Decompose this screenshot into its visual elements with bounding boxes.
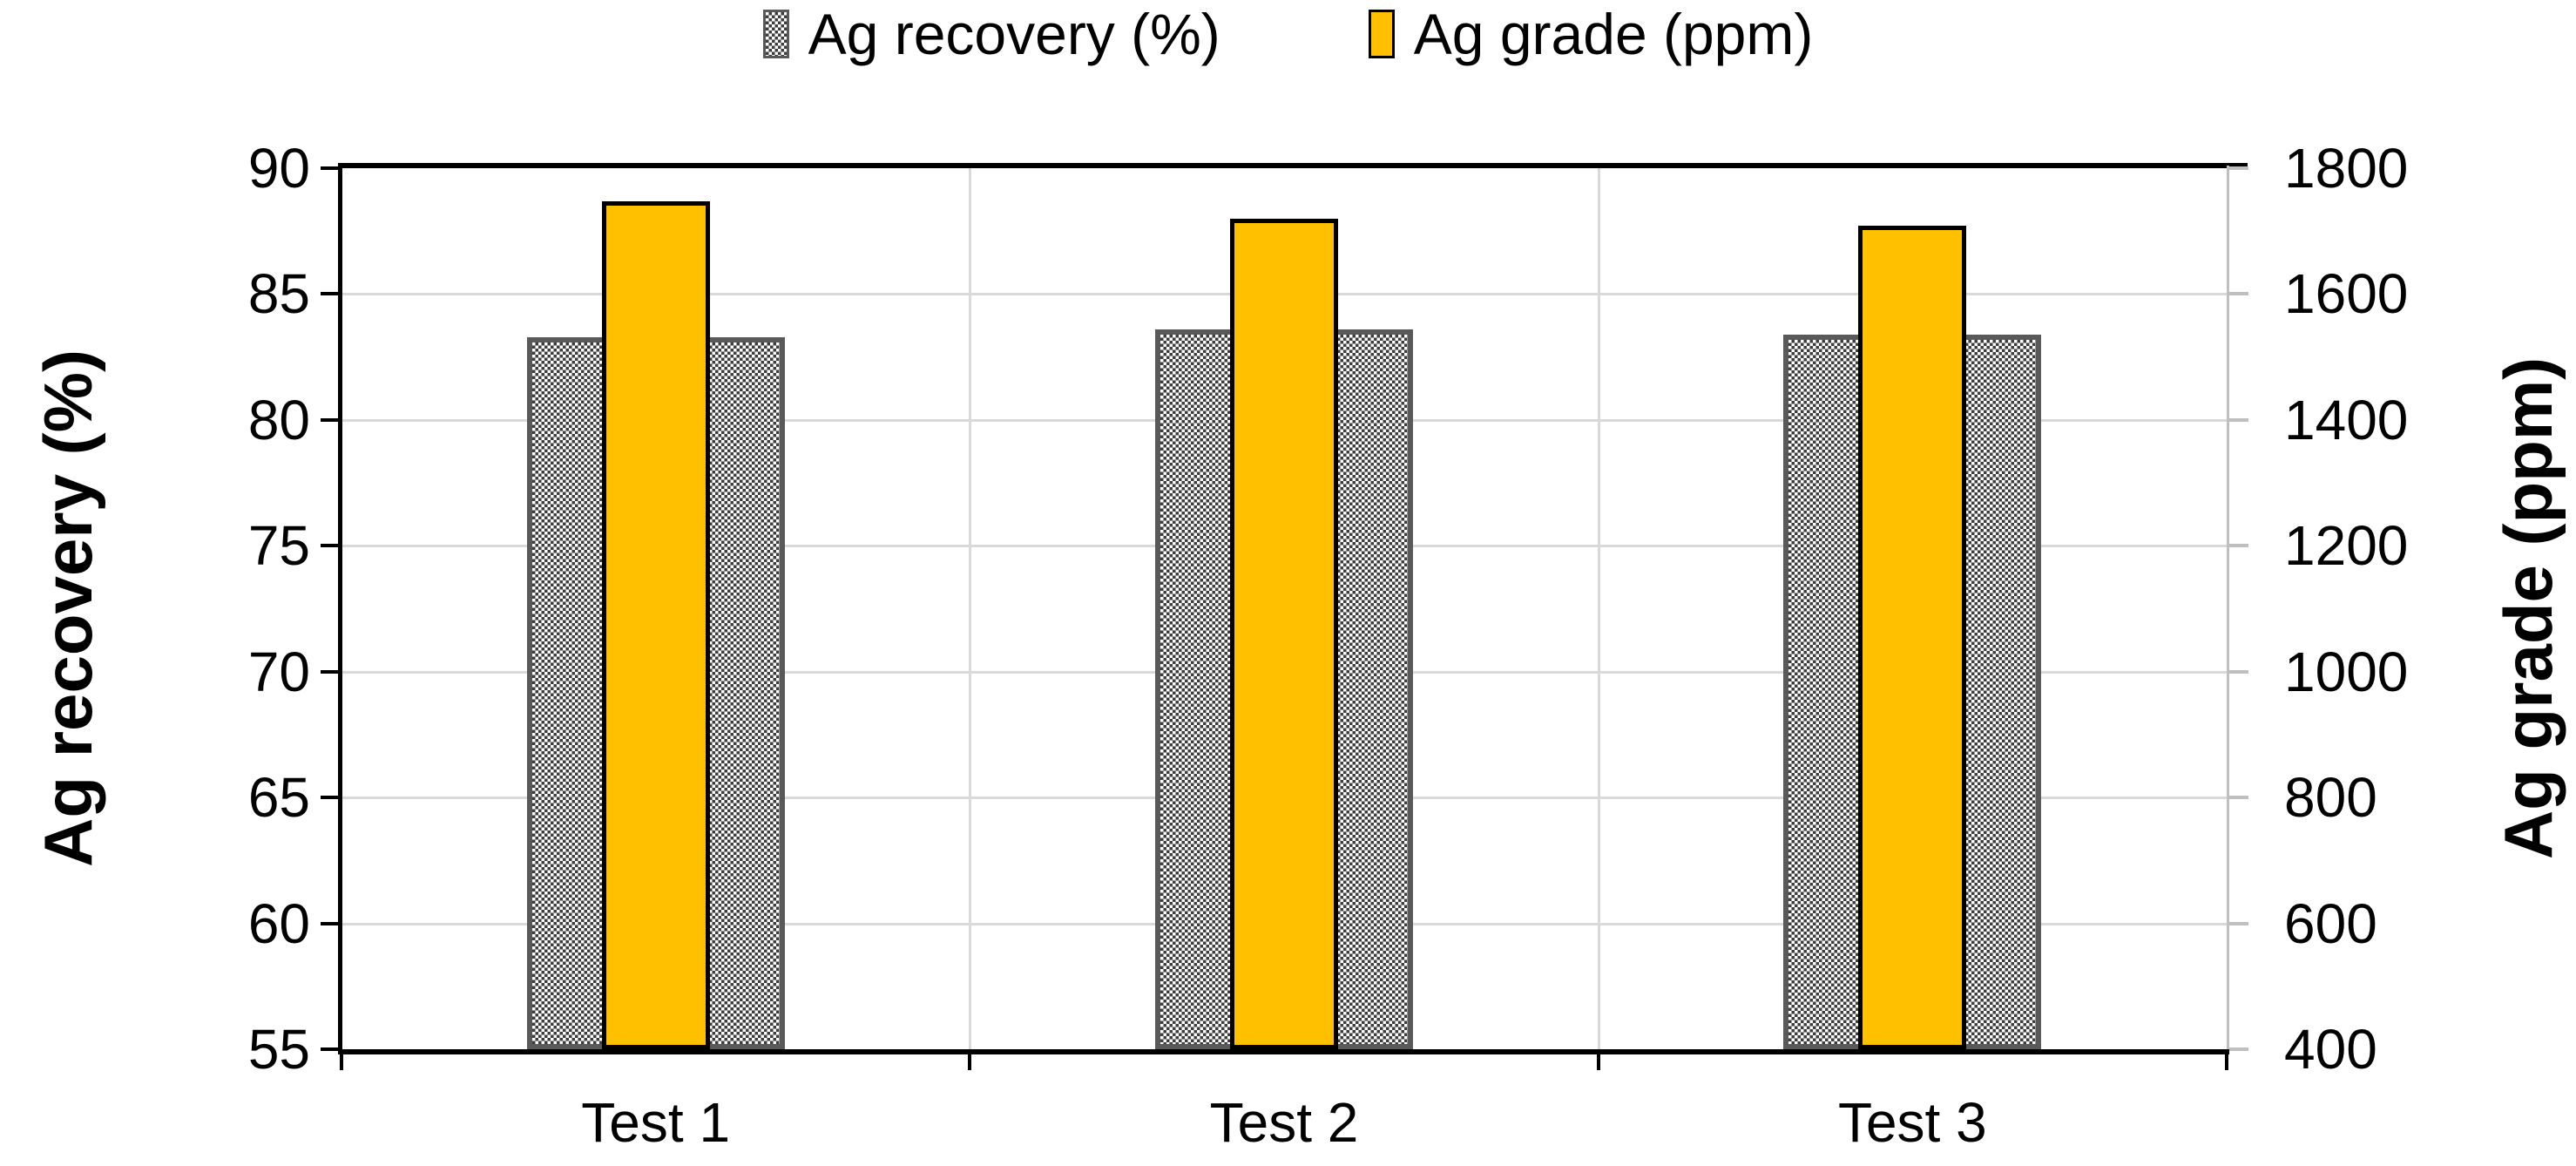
left-axis-tick-label: 70 <box>247 640 310 703</box>
vertical-gridline <box>1597 168 1600 1049</box>
bar-ag-grade-test-2 <box>1230 219 1338 1049</box>
right-axis-line <box>2227 166 2229 1054</box>
x-axis-line <box>338 1049 2229 1054</box>
left-axis-tick <box>321 921 340 925</box>
right-axis-tick-label: 1800 <box>2284 137 2409 200</box>
right-axis-tick-label: 1600 <box>2284 262 2409 326</box>
left-axis-tick <box>321 292 340 296</box>
x-axis-tick <box>968 1053 972 1070</box>
left-axis-tick-label: 85 <box>247 262 310 326</box>
bar-ag-grade-test-1 <box>601 201 710 1049</box>
legend-label-ag-grade: Ag grade (ppm) <box>1413 2 1814 66</box>
bar-ag-grade-test-3 <box>1858 226 1967 1049</box>
right-axis-tick <box>2229 417 2248 422</box>
left-axis-tick-label: 80 <box>247 388 310 451</box>
left-axis-tick <box>321 796 340 800</box>
right-axis-tick-label: 1400 <box>2284 388 2409 451</box>
right-axis-tick <box>2229 921 2248 925</box>
right-axis-tick-label: 1000 <box>2284 640 2409 703</box>
left-axis-tick <box>321 1047 340 1051</box>
legend-item-ag-recovery: Ag recovery (%) <box>762 2 1220 66</box>
x-axis-tick <box>1596 1053 1600 1070</box>
plot-top-border <box>338 163 2248 168</box>
legend-swatch-yellow-icon <box>1368 10 1395 58</box>
left-axis-tick-label: 60 <box>247 891 310 955</box>
right-axis-tick-label: 400 <box>2284 1018 2377 1081</box>
x-axis-category-label: Test 2 <box>1209 1091 1359 1154</box>
plot-area <box>341 168 2227 1049</box>
left-axis-tick-label: 90 <box>247 137 310 200</box>
left-axis-tick-label: 65 <box>247 766 310 830</box>
left-axis-tick <box>321 544 340 548</box>
right-axis-tick <box>2229 544 2248 548</box>
left-axis-tick-label: 55 <box>247 1018 310 1081</box>
x-axis-category-label: Test 3 <box>1837 1091 1987 1154</box>
vertical-gridline <box>969 168 972 1049</box>
x-axis-tick <box>340 1053 343 1070</box>
right-axis-tick <box>2229 796 2248 800</box>
right-axis-tick <box>2229 166 2248 170</box>
legend: Ag recovery (%) Ag grade (ppm) <box>0 5 2576 63</box>
left-axis-line <box>338 163 342 1054</box>
right-axis-tick-label: 600 <box>2284 891 2377 955</box>
x-axis-tick <box>2225 1053 2228 1070</box>
left-axis-tick <box>321 669 340 674</box>
legend-label-ag-recovery: Ag recovery (%) <box>808 2 1220 66</box>
legend-item-ag-grade: Ag grade (ppm) <box>1368 2 1814 66</box>
right-axis-tick-label: 1200 <box>2284 514 2409 578</box>
right-axis-tick <box>2229 669 2248 674</box>
right-axis-tick <box>2229 1047 2248 1051</box>
right-axis-tick-label: 800 <box>2284 766 2377 830</box>
x-axis-category-label: Test 1 <box>581 1091 731 1154</box>
left-axis-tick <box>321 417 340 422</box>
left-axis-tick <box>321 166 340 170</box>
legend-swatch-gray-pattern-icon <box>762 10 789 58</box>
right-axis-tick <box>2229 292 2248 296</box>
left-axis-title: Ag recovery (%) <box>30 349 106 867</box>
left-axis-tick-label: 75 <box>247 514 310 578</box>
